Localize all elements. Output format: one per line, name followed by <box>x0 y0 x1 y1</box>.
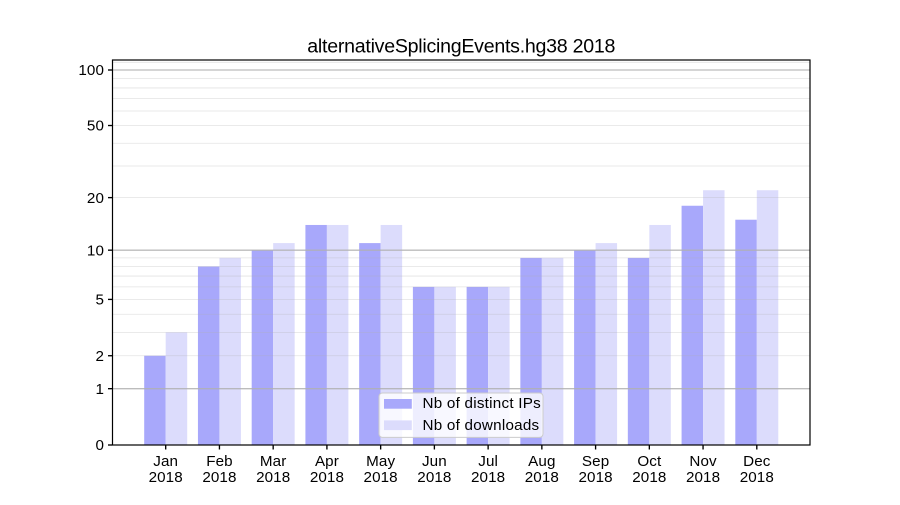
svg-text:2018: 2018 <box>740 469 774 486</box>
svg-text:Apr: Apr <box>315 453 339 470</box>
svg-text:10: 10 <box>87 242 104 259</box>
svg-text:2018: 2018 <box>578 469 612 486</box>
svg-text:Nb of distinct IPs: Nb of distinct IPs <box>423 395 542 412</box>
svg-text:2: 2 <box>95 348 104 365</box>
svg-text:20: 20 <box>87 190 104 207</box>
svg-text:1: 1 <box>95 381 104 398</box>
svg-text:Feb: Feb <box>206 453 232 470</box>
svg-text:2018: 2018 <box>149 469 183 486</box>
svg-text:Mar: Mar <box>260 453 286 470</box>
svg-text:Nb of downloads: Nb of downloads <box>423 417 540 434</box>
svg-text:Oct: Oct <box>637 453 662 470</box>
svg-text:Dec: Dec <box>743 453 771 470</box>
svg-text:May: May <box>366 453 395 470</box>
svg-text:alternativeSplicingEvents.hg38: alternativeSplicingEvents.hg38 2018 <box>307 36 615 58</box>
svg-text:Sep: Sep <box>582 453 609 470</box>
svg-text:2018: 2018 <box>471 469 505 486</box>
svg-text:2018: 2018 <box>256 469 290 486</box>
svg-text:Jul: Jul <box>478 453 498 470</box>
svg-text:50: 50 <box>87 118 104 135</box>
svg-text:2018: 2018 <box>364 469 398 486</box>
svg-text:Nov: Nov <box>689 453 717 470</box>
svg-text:5: 5 <box>95 292 104 309</box>
svg-text:0: 0 <box>95 437 104 454</box>
svg-text:2018: 2018 <box>632 469 666 486</box>
svg-text:Aug: Aug <box>528 453 555 470</box>
svg-text:2018: 2018 <box>310 469 344 486</box>
svg-text:Jun: Jun <box>422 453 447 470</box>
svg-text:2018: 2018 <box>417 469 451 486</box>
svg-text:Jan: Jan <box>153 453 178 470</box>
svg-text:100: 100 <box>78 62 104 79</box>
svg-text:2018: 2018 <box>525 469 559 486</box>
svg-text:2018: 2018 <box>686 469 720 486</box>
svg-text:2018: 2018 <box>202 469 236 486</box>
